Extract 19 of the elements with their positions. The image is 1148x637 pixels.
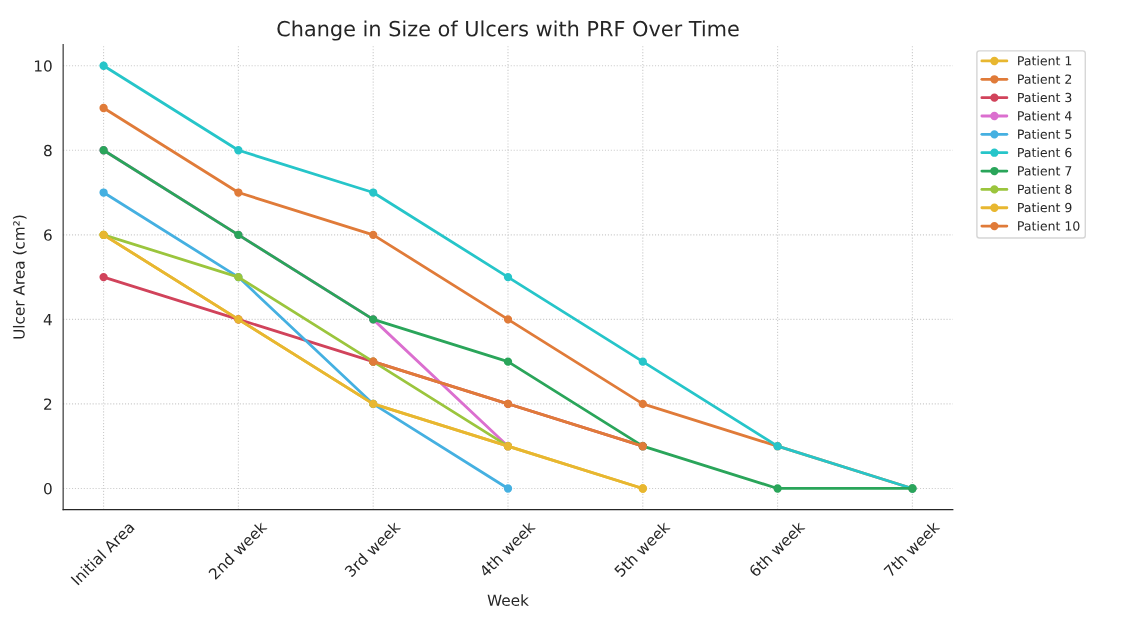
legend-label: Patient 3 [1018, 92, 1072, 103]
legend-label: Patient 8 [1018, 184, 1072, 194]
y-tick-label: 2 [44, 398, 52, 410]
legend-label: Patient 10 [1018, 220, 1080, 231]
legend-label: Patient 1 [1018, 55, 1072, 66]
y-tick-label: 8 [44, 144, 52, 157]
y-tick-label: 10 [34, 60, 52, 72]
legend-label: Patient 7 [1018, 165, 1072, 176]
legend-label: Patient 5 [1018, 129, 1072, 139]
y-axis-title: Ulcer Area (cm²) [12, 215, 27, 339]
legend-label: Patient 9 [1018, 202, 1072, 213]
y-tick-label: 4 [43, 314, 52, 326]
chart-title: Change in Size of Ulcers with PRF Over Time [277, 20, 739, 41]
x-axis-title: Week [487, 594, 529, 607]
y-tick-label: 6 [44, 229, 52, 241]
legend-label: Patient 4 [1018, 110, 1072, 121]
legend-label: Patient 2 [1018, 74, 1072, 84]
y-tick-label: 0 [44, 482, 52, 495]
legend-label: Patient 6 [1018, 147, 1072, 158]
